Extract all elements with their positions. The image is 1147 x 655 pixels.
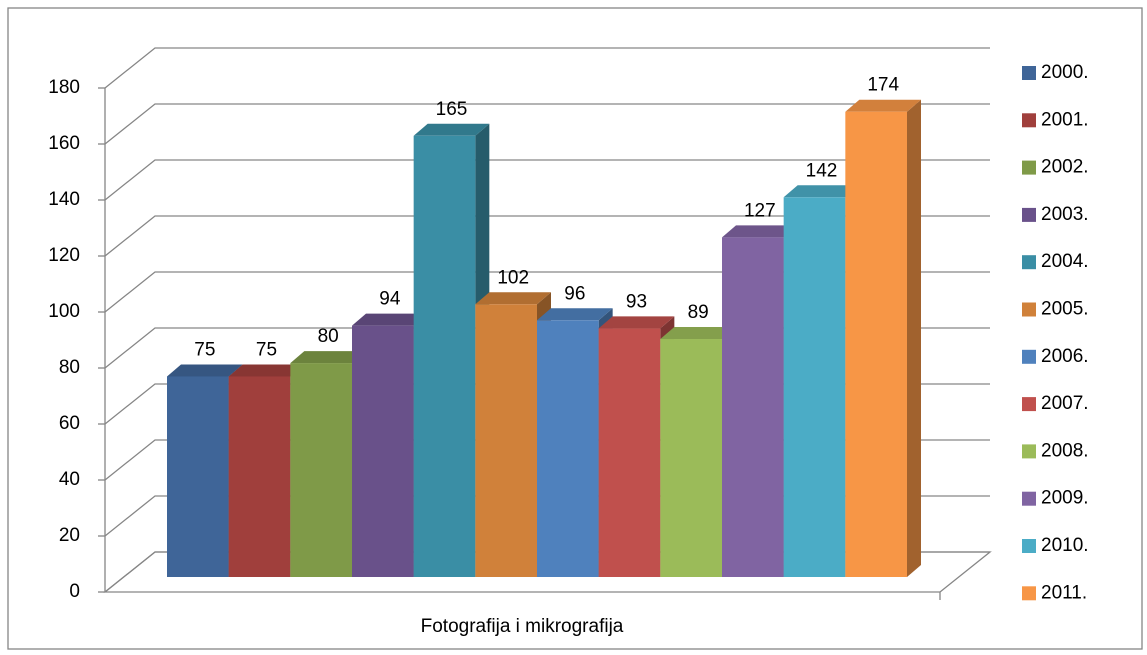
legend-swatch	[1022, 302, 1036, 317]
bar-side	[907, 99, 921, 577]
y-tick-label: 60	[59, 413, 80, 434]
y-tick-label: 80	[59, 357, 80, 378]
bar	[598, 328, 661, 577]
bar	[228, 376, 291, 577]
data-label: 80	[318, 326, 339, 347]
bar-top	[228, 364, 305, 377]
bar-top	[722, 225, 798, 238]
bar-top	[598, 316, 675, 329]
legend-swatch	[1022, 66, 1036, 80]
bar	[352, 325, 414, 577]
data-label: 142	[806, 160, 838, 181]
data-label: 94	[379, 289, 401, 310]
bar-top	[660, 327, 736, 340]
bar-top	[537, 308, 613, 321]
legend-label: 2002.	[1041, 157, 1089, 178]
data-label: 102	[497, 267, 529, 288]
bar	[660, 339, 722, 577]
grid-line	[104, 47, 990, 89]
legend-swatch	[1022, 586, 1036, 601]
legend-label: 2008.	[1041, 440, 1089, 461]
bar	[413, 135, 476, 578]
category-label: Fotografija i mikrografija	[421, 616, 624, 637]
data-label: 75	[256, 339, 277, 360]
legend-label: 2011.	[1041, 582, 1087, 603]
legend-swatch	[1022, 539, 1036, 553]
y-tick-label: 20	[59, 525, 80, 546]
bar	[845, 111, 907, 577]
legend-swatch	[1022, 207, 1036, 222]
legend-label: 2001.	[1041, 109, 1089, 130]
legend-swatch	[1022, 444, 1036, 459]
bar-top	[475, 292, 551, 305]
legend-label: 2010.	[1041, 535, 1089, 556]
bar	[475, 304, 537, 577]
legend-label: 2009.	[1041, 488, 1089, 509]
legend-swatch	[1022, 255, 1036, 270]
grid-line	[104, 271, 990, 313]
y-tick-label: 140	[48, 189, 80, 210]
data-label: 174	[867, 75, 899, 96]
grid-line	[104, 103, 990, 145]
bar	[167, 376, 229, 577]
data-label: 127	[744, 200, 776, 221]
legend-label: 2007.	[1041, 393, 1089, 414]
bar	[722, 237, 784, 578]
data-label: 75	[194, 339, 215, 360]
bar	[537, 320, 599, 577]
data-label: 89	[688, 302, 709, 323]
y-tick-label: 100	[48, 301, 80, 322]
grid-line	[104, 159, 990, 201]
legend-swatch	[1022, 349, 1036, 364]
bar-top	[845, 99, 921, 112]
legend-swatch	[1022, 397, 1036, 412]
y-tick-label: 40	[59, 469, 80, 490]
data-label: 96	[564, 283, 585, 304]
bar	[783, 197, 846, 578]
legend-label: 2004.	[1041, 251, 1089, 272]
data-label: 93	[626, 291, 647, 312]
legend-label: 2003.	[1041, 204, 1089, 225]
grid-line	[104, 215, 990, 257]
legend-label: 2000.	[1041, 62, 1089, 83]
legend-swatch	[1022, 491, 1036, 506]
y-tick-label: 180	[48, 77, 80, 98]
bar-top	[413, 123, 490, 136]
y-tick-label: 0	[69, 581, 80, 602]
bar	[290, 363, 352, 577]
legend-swatch	[1022, 160, 1036, 175]
legend-swatch	[1022, 113, 1036, 128]
y-tick-label: 120	[48, 245, 80, 266]
y-tick-label: 160	[48, 133, 80, 154]
data-label: 165	[436, 99, 468, 120]
bar-top	[352, 313, 428, 326]
bar-top	[783, 185, 860, 198]
legend-label: 2006.	[1041, 346, 1089, 367]
bar-top	[167, 364, 243, 377]
legend-label: 2005.	[1041, 299, 1089, 320]
bar-top	[290, 351, 366, 364]
